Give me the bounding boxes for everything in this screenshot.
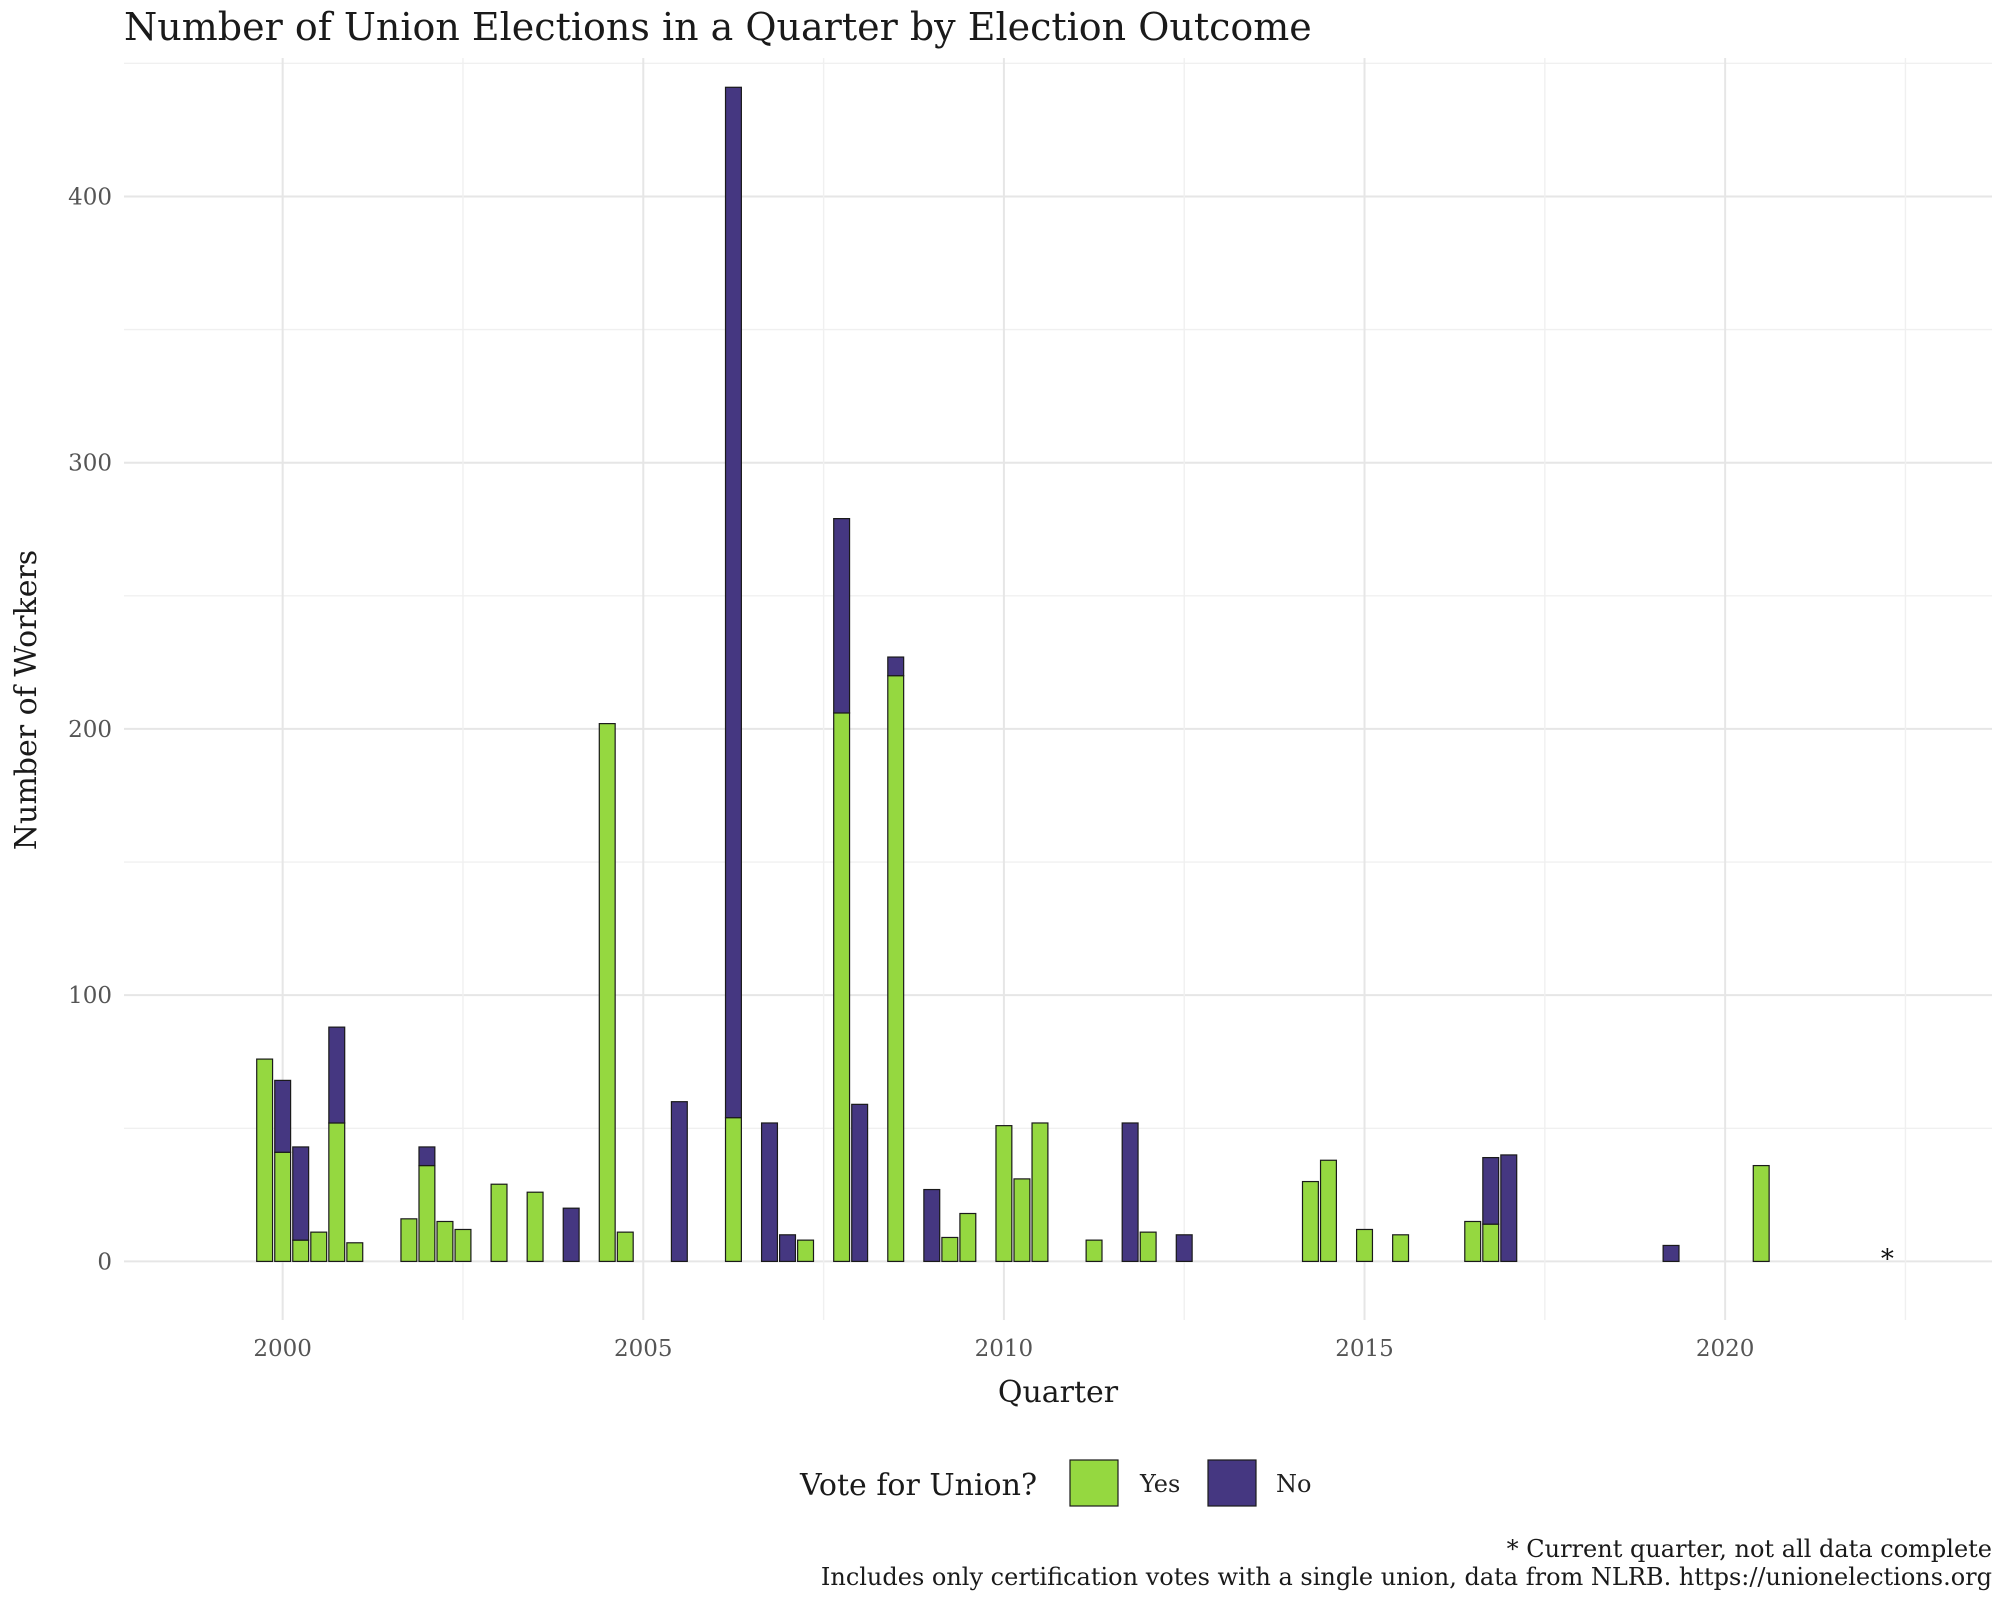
bar-yes <box>256 1058 274 1263</box>
bar-yes <box>1301 1180 1319 1263</box>
x-axis-title: Quarter <box>998 1375 1119 1410</box>
tick-labels: 0 100 200 300 400 2000 2005 2010 2015 2020 <box>68 184 1754 1362</box>
current-quarter-asterisk: * <box>1881 1244 1894 1274</box>
bar-yes <box>1139 1231 1157 1263</box>
legend-swatch-yes <box>1069 1459 1119 1507</box>
bar-yes <box>418 1164 436 1263</box>
bar-no <box>328 1026 346 1124</box>
legend: Vote for Union? Yes No <box>799 1459 1311 1507</box>
bar-no <box>418 1146 436 1167</box>
bar-yes <box>1319 1159 1337 1263</box>
bar-yes <box>292 1239 310 1263</box>
legend-swatch-no <box>1207 1459 1257 1507</box>
bar-yes <box>1085 1239 1103 1263</box>
bar-no <box>833 518 851 714</box>
bar-no <box>724 86 742 1119</box>
y-tick-label: 0 <box>97 1249 112 1275</box>
bar-yes <box>833 712 851 1263</box>
bar-yes <box>959 1212 977 1263</box>
bar-yes <box>436 1220 454 1263</box>
caption-current-quarter: * Current quarter, not all data complete <box>1507 1535 1992 1563</box>
bar-yes <box>1482 1223 1500 1263</box>
bar-yes <box>941 1236 959 1263</box>
bar-no <box>292 1146 310 1241</box>
bar-yes <box>1752 1164 1770 1263</box>
bar-yes <box>1013 1178 1031 1263</box>
legend-title: Vote for Union? <box>799 1468 1037 1503</box>
bar-yes <box>1392 1234 1410 1263</box>
y-tick-label: 300 <box>68 451 112 477</box>
x-tick-label: 2000 <box>253 1336 312 1362</box>
bar-no <box>851 1103 869 1263</box>
bar-yes <box>526 1191 544 1263</box>
bar-no <box>274 1079 292 1153</box>
bar-yes <box>454 1228 472 1263</box>
x-tick-label: 2015 <box>1335 1336 1394 1362</box>
bar-yes <box>328 1122 346 1263</box>
legend-label-no: No <box>1276 1470 1311 1498</box>
bar-yes <box>1464 1220 1482 1263</box>
bar-no <box>1500 1154 1518 1263</box>
x-tick-label: 2020 <box>1696 1336 1755 1362</box>
bar-yes <box>995 1125 1013 1263</box>
bar-no <box>1175 1234 1193 1263</box>
bar-no <box>562 1207 580 1263</box>
bar-no <box>887 656 905 677</box>
grid <box>124 58 1992 1320</box>
y-axis-title: Number of Workers <box>9 550 44 850</box>
bar-no <box>760 1122 779 1263</box>
bar-yes <box>400 1218 418 1263</box>
bar-yes <box>616 1231 634 1263</box>
y-tick-label: 400 <box>68 184 112 210</box>
bar-yes <box>797 1239 815 1263</box>
bar-yes <box>310 1231 328 1263</box>
bar-no <box>779 1234 797 1263</box>
bar-no <box>1121 1122 1139 1263</box>
bar-yes <box>887 675 905 1263</box>
bar-yes <box>1355 1228 1374 1263</box>
bar-yes <box>346 1242 364 1263</box>
y-tick-label: 200 <box>68 717 112 743</box>
bar-yes <box>724 1117 742 1263</box>
bar-no <box>923 1188 941 1263</box>
bars <box>256 86 1770 1263</box>
x-tick-label: 2010 <box>975 1336 1034 1362</box>
x-tick-label: 2005 <box>614 1336 673 1362</box>
y-tick-label: 100 <box>68 983 112 1009</box>
bar-no <box>1482 1156 1500 1225</box>
bar-no <box>670 1101 688 1263</box>
bar-yes <box>598 723 616 1263</box>
legend-label-yes: Yes <box>1139 1470 1180 1498</box>
bar-yes <box>1031 1122 1049 1263</box>
bar-yes <box>274 1151 292 1263</box>
bar-no <box>1662 1244 1680 1263</box>
bar-yes <box>490 1183 508 1263</box>
caption-source: Includes only certification votes with a… <box>821 1563 1992 1591</box>
chart-title: Number of Union Elections in a Quarter b… <box>124 5 1312 49</box>
